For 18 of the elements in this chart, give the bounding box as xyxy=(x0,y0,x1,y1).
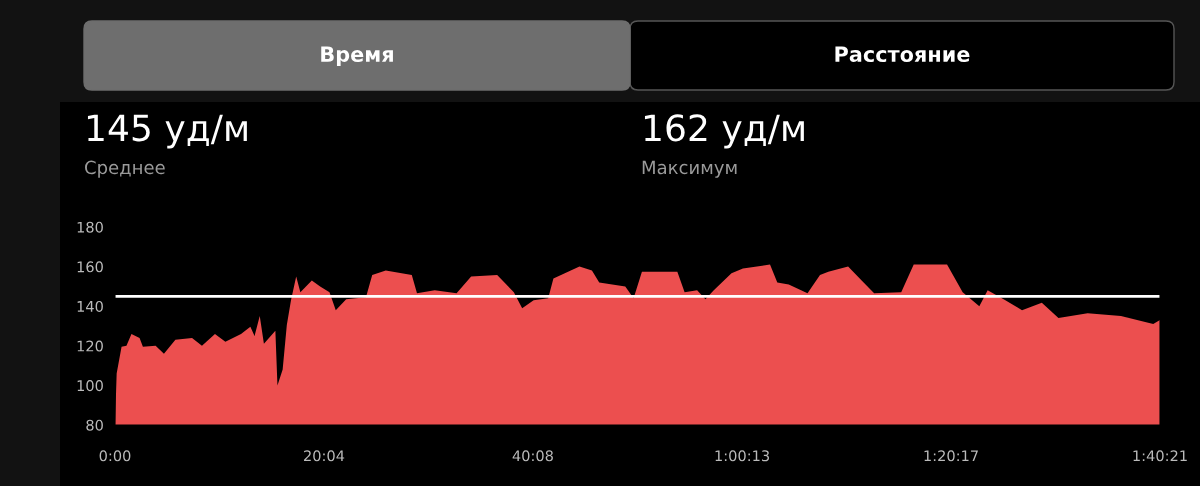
y-tick-label: 100 xyxy=(77,380,103,392)
text: Максимум xyxy=(642,160,737,178)
text: 145 уд/м xyxy=(87,114,247,149)
y-tick-label: 120 xyxy=(77,340,103,352)
x-tick-label: 1:20:17 xyxy=(924,450,978,462)
text: 162 уд/м xyxy=(644,114,804,149)
text: Время xyxy=(321,46,393,67)
x-tick-label: 1:00:13 xyxy=(715,450,770,462)
y-tick-label: 180 xyxy=(77,221,103,233)
y-tick-label: 140 xyxy=(77,300,103,312)
x-tick-label: 0:00 xyxy=(99,450,131,462)
y-tick-label: 160 xyxy=(77,261,103,273)
text: Среднее xyxy=(85,160,165,178)
text: Расстояние xyxy=(835,46,970,63)
y-tick-label: 80 xyxy=(86,419,103,431)
x-tick-label: 1:40:21 xyxy=(1133,450,1187,462)
x-tick-label: 40:08 xyxy=(512,450,553,462)
x-tick-label: 20:04 xyxy=(304,450,345,462)
